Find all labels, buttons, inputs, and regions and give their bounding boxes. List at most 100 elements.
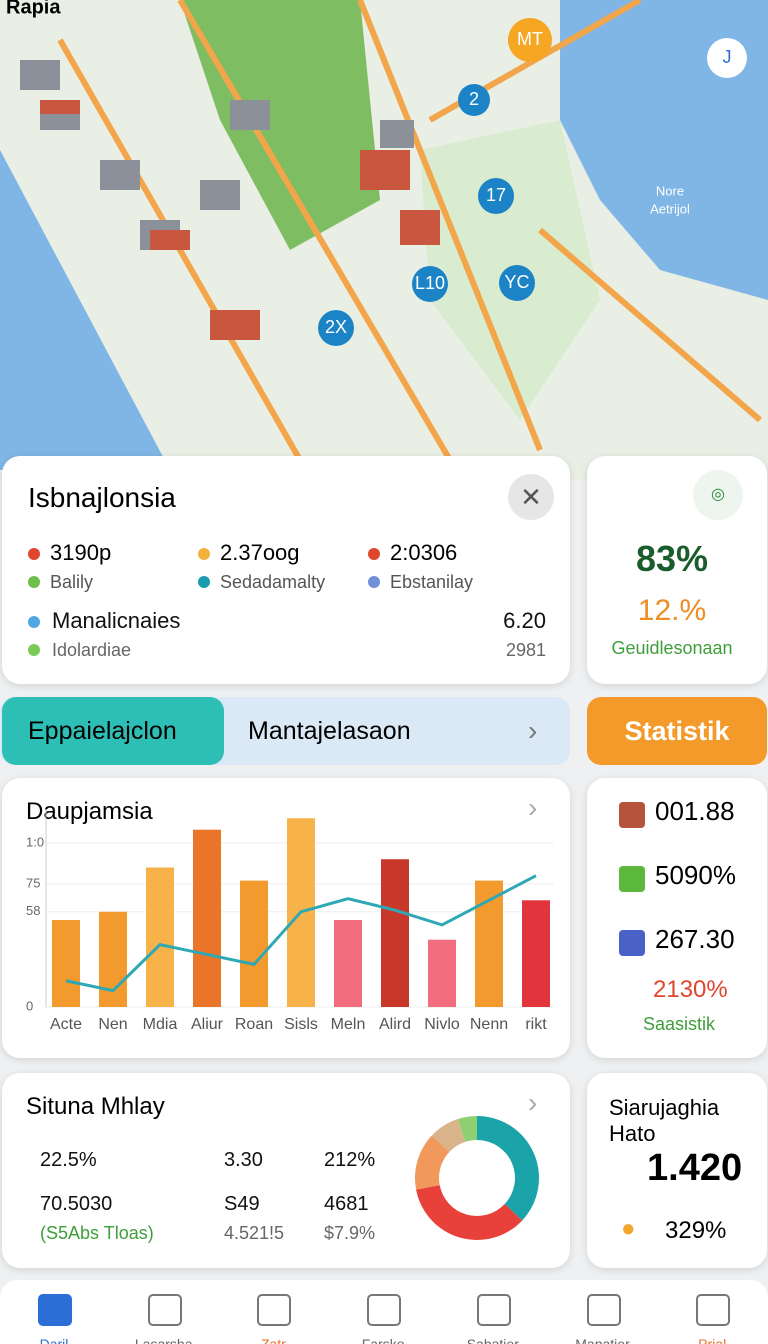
side-title: Siarujaghia [609, 1095, 720, 1120]
side-stat: 001.88 [655, 796, 735, 826]
summary-value: (S5Abs Tloas) [40, 1223, 154, 1243]
tab-active[interactable]: Eppaielajclon [2, 697, 224, 765]
stat-label-text: Balily [50, 572, 94, 592]
score-primary: 83% [635, 538, 709, 579]
info-card: Isbnajlonsia ✕ 3190p Balily 2.37oog Sedadam… [2, 456, 570, 684]
x-tick-label: Roan [235, 1016, 273, 1033]
side-card: Siarujaghia Hato 1.420 ● 329% [587, 1073, 767, 1268]
nav-icon [257, 1294, 292, 1326]
row-value: 2981 [505, 640, 546, 660]
nav-bar: Daril Lasarsha Zatr Farsko Sabatier Mapatier P… [0, 1280, 768, 1344]
nav-label[interactable]: Zatr [260, 1336, 286, 1344]
bar [146, 867, 174, 1007]
map: Rapia MT 2 17 YC L10 2X J Nore Aetrijol [0, 0, 768, 480]
tab[interactable]: Mantajelasaon [248, 717, 411, 745]
donut-segment [457, 1116, 477, 1142]
summary-value: 70.5030 [40, 1193, 113, 1215]
avatar[interactable]: J [723, 47, 732, 67]
nav-label[interactable]: Prial [698, 1336, 727, 1344]
stat-icon [619, 930, 645, 956]
summary-card: Situna Mhlay › 22.5% 3.30 212% 70.5030 S49 46… [2, 1073, 570, 1268]
map-pin[interactable]: MT [517, 29, 543, 49]
nav-icon [696, 1294, 731, 1326]
nav-icon [586, 1294, 621, 1326]
y-tick-label: 58 [26, 903, 40, 918]
card-title: Isbnajlonsia [28, 482, 176, 513]
y-tick-label: 75 [26, 875, 40, 890]
row-value: 6.20 [503, 608, 546, 633]
bar [428, 939, 456, 1007]
tab-arrow[interactable]: › [528, 715, 538, 746]
summary-value: S49 [224, 1193, 260, 1215]
stat-icon [619, 802, 645, 828]
stat-dot [368, 576, 380, 588]
card-title: Daupjamsia [26, 798, 153, 825]
row-label: Idolardiae [52, 640, 132, 660]
statistik-button[interactable]: Statistik [587, 697, 767, 765]
map-pin[interactable]: 2 [469, 89, 479, 109]
map-pin[interactable]: 2X [325, 317, 347, 337]
map-pin[interactable]: YC [504, 272, 529, 292]
x-tick-label: Aliur [191, 1016, 224, 1033]
nav-label[interactable]: Sabatier [466, 1336, 519, 1344]
score-card: ◎ 83% 12.% Geuidlesonaan [587, 456, 767, 684]
x-tick-label: Sisls [284, 1016, 318, 1033]
nav-label[interactable]: Lasarsha [134, 1336, 193, 1344]
x-tick-label: Mdia [143, 1016, 178, 1033]
side-title: Hato [609, 1121, 656, 1146]
stat-label: Sedadamalty [198, 572, 325, 593]
bar [193, 829, 221, 1007]
summary-value: 212% [324, 1149, 376, 1171]
bar [522, 900, 550, 1007]
stat-label: Balily [28, 572, 93, 593]
stat-label-text: Sedadamalty [220, 572, 326, 592]
side-stat: 267.30 [655, 924, 735, 954]
stat-value: 2.37oog [220, 540, 300, 565]
x-tick-label: Nivlo [424, 1016, 460, 1033]
y-tick-label: 0 [26, 998, 33, 1013]
map-pin[interactable]: L10 [415, 273, 445, 293]
donut-segment [415, 1135, 450, 1190]
map-pin[interactable]: 17 [486, 185, 506, 205]
side-label: Saasistik [643, 1014, 716, 1034]
close-button[interactable]: ✕ [508, 474, 554, 520]
side-percent: 329% [665, 1217, 727, 1244]
nav-icon [38, 1294, 72, 1326]
nav-label[interactable]: Farsko [361, 1336, 405, 1344]
highlight-value: 2130% [653, 976, 728, 1003]
donut-segment [477, 1116, 539, 1221]
bar [240, 880, 268, 1007]
bar [334, 919, 362, 1007]
summary-value: 4.521!5 [224, 1223, 285, 1243]
score-label: Geuidlesonaan [611, 638, 733, 658]
bar [99, 911, 127, 1007]
pin-icon: ● [621, 1215, 636, 1242]
row: Manalicnaies [28, 608, 180, 634]
stat: 3190p [28, 540, 111, 566]
x-tick-label: Acte [50, 1016, 82, 1033]
nav-icon [147, 1294, 182, 1326]
donut-chart [415, 1116, 539, 1240]
score-icon: ◎ [693, 470, 743, 520]
stat-dot [368, 548, 380, 560]
y-tick-label: 1:0 [26, 834, 44, 849]
area-label: Nore [656, 183, 684, 198]
x-tick-label: rikt [525, 1016, 547, 1033]
stat-icon [619, 866, 645, 892]
score-secondary: 12.% [637, 594, 707, 627]
card-arrow[interactable]: › [528, 1087, 538, 1118]
stat: 2.37oog [198, 540, 300, 566]
nav-label[interactable]: Daril [39, 1336, 69, 1344]
row-dot [28, 644, 40, 656]
stat-dot [28, 548, 40, 560]
summary-value: 3.30 [224, 1149, 263, 1171]
nav-label[interactable]: Mapatier [575, 1336, 630, 1344]
stat-dot [198, 576, 210, 588]
x-tick-label: Alird [379, 1016, 411, 1033]
card-arrow[interactable]: › [528, 792, 538, 823]
row-label: Manalicnaies [52, 608, 181, 633]
nav-icon [367, 1294, 402, 1326]
x-tick-label: Meln [331, 1016, 366, 1033]
status-app: Rapia [6, 0, 61, 18]
chart-card: Daupjamsia › 0 58 75 1:0 Acte Nen Mdia Aliur Roa… [2, 778, 570, 1058]
